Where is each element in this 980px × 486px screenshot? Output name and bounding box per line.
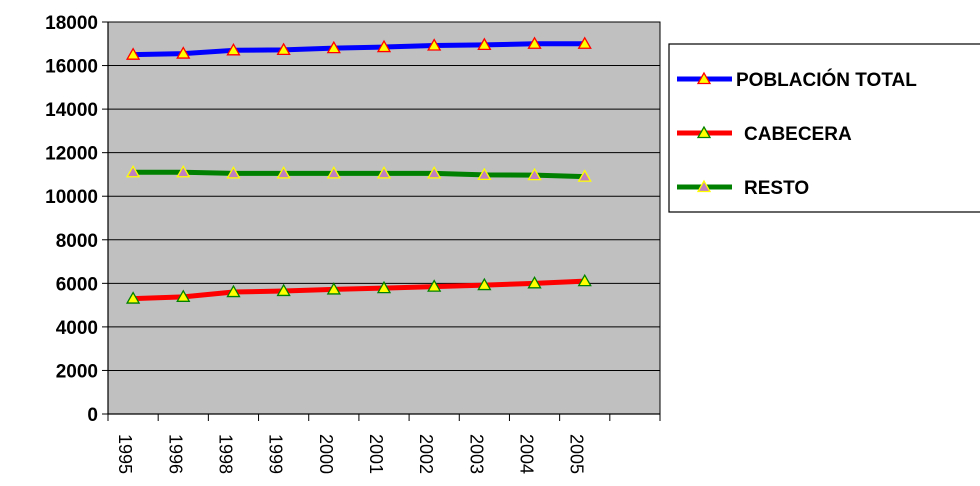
data-point — [176, 46, 191, 59]
data-point — [176, 164, 191, 178]
data-point — [477, 37, 492, 51]
series-1 — [125, 273, 592, 304]
y-axis-ticks: 0 2000 4000 6000 8000 10000 12000 14000 16000 180… — [45, 13, 108, 426]
y-tick-label: 4000 — [56, 318, 98, 339]
data-point — [125, 291, 141, 304]
legend-marker — [696, 125, 712, 139]
y-tick-label: 10000 — [45, 187, 98, 208]
data-point — [527, 276, 542, 289]
y-tick-label: 0 — [87, 405, 98, 426]
x-axis-ticks: 1995 1996 1998 1999 2000 2001 2002 2003 2004 2005 — [107, 414, 661, 474]
gridlines — [108, 21, 660, 415]
data-point — [577, 36, 592, 49]
x-tick-label: 1999 — [266, 434, 286, 474]
data-point — [176, 289, 191, 302]
y-tick-label: 8000 — [56, 231, 98, 252]
data-point — [326, 282, 341, 295]
x-tick-label: 2000 — [316, 434, 336, 474]
data-point — [326, 40, 341, 54]
data-point — [577, 169, 592, 182]
x-tick-label: 2004 — [517, 434, 537, 474]
x-tick-label: 1998 — [215, 434, 235, 474]
data-point — [427, 166, 442, 179]
y-tick-label: 2000 — [56, 361, 98, 382]
data-point — [477, 277, 492, 291]
data-point — [376, 280, 392, 294]
legend-item-2: RESTO — [677, 178, 809, 199]
data-point — [427, 38, 442, 51]
x-tick-label: 1996 — [165, 434, 185, 474]
data-point — [527, 36, 542, 49]
data-point — [376, 166, 392, 179]
data-point — [226, 166, 241, 179]
legend-box — [668, 43, 980, 213]
series-0 — [125, 36, 592, 60]
y-tick-label: 12000 — [45, 144, 98, 165]
data-point — [477, 167, 492, 181]
axes — [107, 22, 660, 415]
x-tick-label: 2003 — [466, 434, 486, 474]
data-point — [326, 166, 341, 179]
legend-marker — [696, 71, 712, 85]
series-group — [125, 36, 592, 304]
series-line — [133, 278, 585, 302]
data-point — [125, 164, 141, 178]
series-2 — [125, 164, 592, 182]
legend-item-0: POBLACIÓN TOTAL — [677, 69, 917, 91]
legend-item-1: CABECERA — [677, 124, 852, 145]
data-point — [527, 167, 542, 181]
legend-label: CABECERA — [744, 124, 852, 145]
legend-marker — [696, 179, 712, 193]
data-point — [125, 47, 141, 60]
data-point — [276, 166, 291, 179]
data-point — [577, 273, 592, 287]
y-tick-label: 6000 — [56, 274, 98, 295]
data-point — [376, 39, 392, 53]
series-line — [133, 41, 585, 58]
data-point — [276, 283, 291, 297]
x-tick-label: 2001 — [366, 434, 386, 474]
legend-label: RESTO — [744, 178, 809, 199]
legend-label: POBLACIÓN TOTAL — [736, 69, 917, 91]
x-tick-label: 2005 — [567, 434, 587, 474]
legend: POBLACIÓN TOTAL CABECERA RESTO — [668, 43, 980, 213]
data-point — [226, 284, 241, 298]
y-tick-label: 14000 — [45, 100, 98, 121]
y-tick-label: 16000 — [45, 57, 98, 78]
series-line — [133, 169, 585, 180]
data-point — [276, 42, 291, 56]
x-tick-label: 1995 — [115, 434, 135, 474]
y-tick-label: 18000 — [45, 13, 98, 34]
data-point — [226, 43, 241, 56]
plot-area — [107, 21, 661, 415]
data-point — [427, 279, 442, 292]
x-tick-label: 2002 — [416, 434, 436, 474]
